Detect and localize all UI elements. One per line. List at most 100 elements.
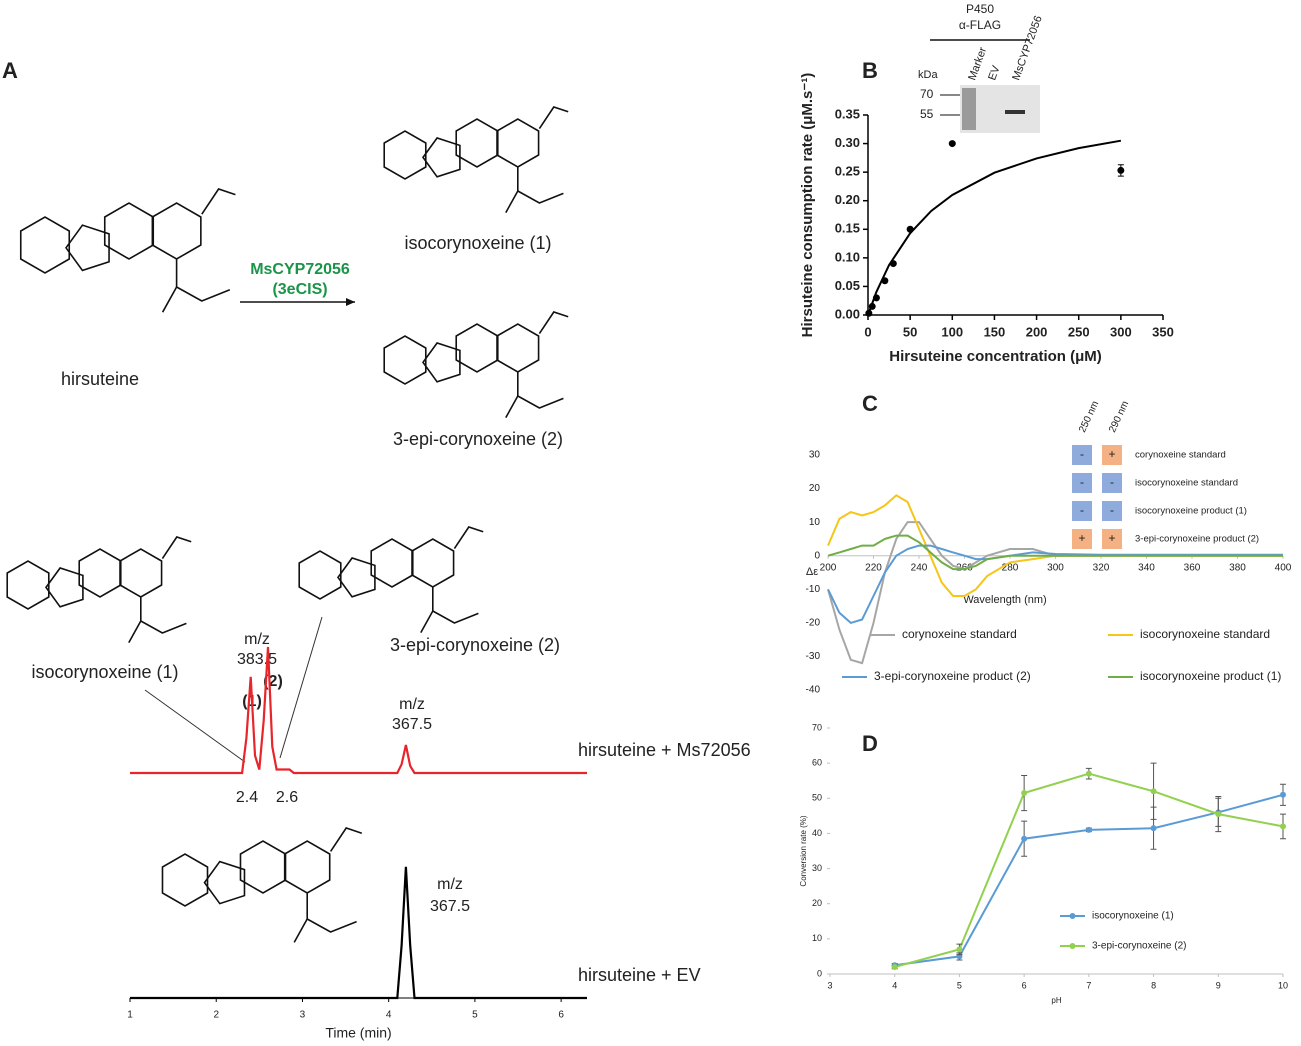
x-tick-label: 400 (1275, 562, 1292, 573)
x-tick-label: 100 (941, 324, 963, 339)
legend-marker (1069, 943, 1076, 949)
substrate-name: hirsuteine (61, 369, 139, 389)
y-axis-title: Hirsuteine consumption rate (μM.s⁻¹) (799, 73, 816, 338)
y-tick-label: -40 (806, 685, 821, 696)
sign-text: - (1080, 447, 1084, 461)
mz-label: 367.5 (430, 898, 470, 915)
x-tick-label: 2 (213, 1010, 219, 1021)
y-tick-label: 10 (812, 933, 822, 943)
y-tick-label: 20 (809, 483, 821, 494)
molecule-bond (201, 188, 236, 215)
mz-label: m/z (399, 696, 425, 713)
molecule-bond (161, 286, 178, 313)
mz-label: 383.5 (237, 651, 277, 668)
sign-cell (1072, 529, 1092, 549)
y-tick-label: 0.25 (835, 164, 860, 179)
retention-time: 2.6 (276, 789, 298, 806)
molecule-bond (538, 311, 569, 335)
pointer (144, 689, 246, 763)
legend-label: isocorynoxeine product (1) (1140, 669, 1281, 683)
product-name: isocorynoxeine (1) (404, 233, 551, 253)
sign-text: - (1080, 475, 1084, 489)
mz-label: 367.5 (392, 716, 432, 733)
pointer (279, 616, 323, 759)
x-tick-label: 6 (1022, 980, 1027, 990)
blot-unit: kDa (918, 69, 938, 81)
data-point (1117, 166, 1125, 174)
molecule-ring (455, 323, 499, 373)
sign-row-label: corynoxeine standard (1135, 450, 1226, 461)
y-tick-label: 70 (812, 722, 822, 732)
legend-label: isocorynoxeine standard (1140, 627, 1270, 641)
y-tick-label: 10 (809, 517, 821, 528)
molecule-ring (455, 118, 499, 168)
panel-label: D (862, 731, 878, 756)
x-axis-title: Hirsuteine concentration (μM) (889, 348, 1102, 365)
molecule-ring (119, 548, 163, 598)
sign-text: - (1110, 475, 1114, 489)
retention-time: 2.4 (236, 789, 258, 806)
peak-label: (2) (263, 673, 283, 690)
x-tick-label: 150 (984, 324, 1006, 339)
x-tick-label: 5 (957, 980, 962, 990)
x-tick-label: 200 (820, 562, 837, 573)
molecule-ring (496, 323, 540, 373)
sign-text: - (1080, 503, 1084, 517)
data-point (891, 963, 898, 970)
blot-lane: EV (986, 64, 1003, 83)
y-tick-label: 60 (812, 758, 822, 768)
x-tick-label: 4 (386, 1010, 392, 1021)
molecule-bond (516, 372, 564, 409)
compound-name: 3-epi-corynoxeine (2) (390, 635, 560, 655)
molecule-ring (422, 342, 461, 383)
molecule-ring (383, 130, 427, 180)
y-tick-label: 0.20 (835, 192, 860, 207)
sign-cell (1072, 473, 1092, 493)
legend-marker (1069, 913, 1076, 919)
y-tick-label: 30 (809, 450, 821, 461)
x-tick-label: 3 (827, 980, 832, 990)
molecule-ring (298, 550, 342, 600)
molecule-ring (151, 202, 202, 260)
blot-marker-lane (962, 88, 976, 130)
y-tick-label: 40 (812, 828, 822, 838)
x-tick-label: 250 (1068, 324, 1090, 339)
data-point (956, 946, 963, 953)
molecule-bond (329, 827, 363, 852)
blot-band (1005, 110, 1025, 114)
legend-label: corynoxeine standard (902, 627, 1017, 641)
x-tick-label: 220 (865, 562, 882, 573)
data-point (1021, 835, 1028, 842)
data-point (1215, 811, 1222, 818)
y-tick-label: 0 (814, 550, 820, 561)
y-axis-title: Δε (806, 566, 818, 578)
y-axis-title: Conversion rate (%) (799, 815, 808, 886)
blot-header: α-FLAG (959, 18, 1001, 32)
sign-column: 290 nm (1107, 400, 1131, 435)
molecule-bond (505, 395, 519, 418)
series-line (130, 866, 587, 1000)
molecule-ring (370, 538, 414, 588)
y-tick-label: 0.35 (835, 106, 860, 121)
x-tick-label: 6 (558, 1010, 564, 1021)
series-line (894, 793, 1284, 967)
panel-label: C (862, 391, 878, 416)
y-tick-label: 50 (812, 793, 822, 803)
molecule-ring (78, 548, 122, 598)
blot-marker: 70 (920, 87, 934, 101)
molecule-bond (538, 106, 569, 130)
legend-label: 3-epi-corynoxeine (2) (1092, 941, 1187, 952)
x-axis-title: pH (1051, 996, 1061, 1005)
panel-label: A (2, 58, 18, 83)
x-axis-title: Time (min) (325, 1025, 391, 1041)
molecule-ring (496, 118, 540, 168)
arrow-head (346, 298, 355, 306)
sign-text: + (1108, 531, 1115, 545)
trace-label: hirsuteine + EV (578, 965, 701, 985)
molecule-ring (203, 860, 246, 905)
molecule-ring (422, 137, 461, 178)
molecule-bond (453, 526, 484, 550)
legend-label: 3-epi-corynoxeine product (2) (874, 669, 1031, 683)
y-tick-label: -10 (806, 584, 821, 595)
sign-cell (1102, 473, 1122, 493)
